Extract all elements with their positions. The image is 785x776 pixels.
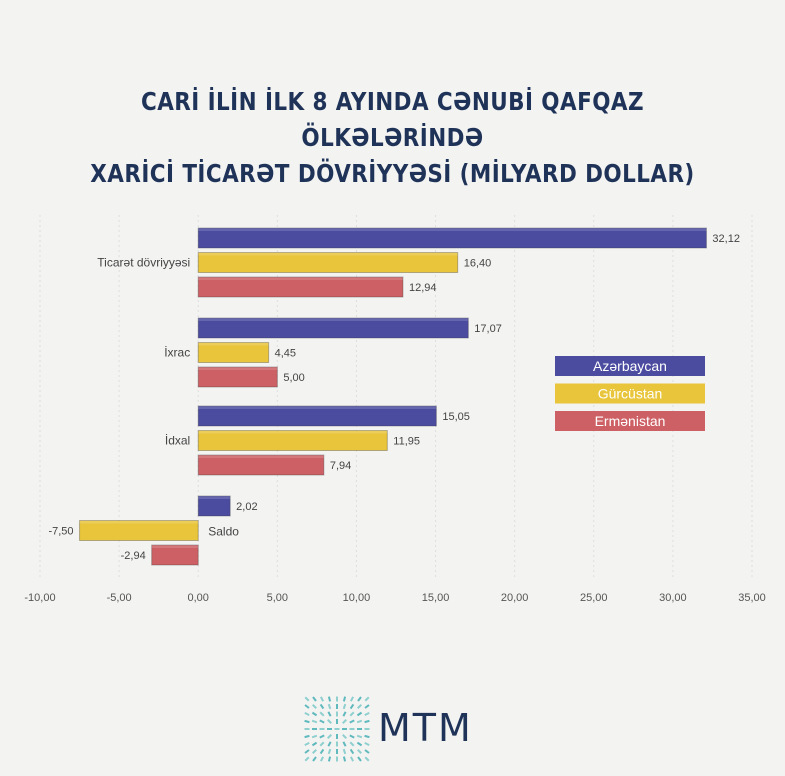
data-label: 4,45: [275, 348, 296, 360]
bar-highlight: [198, 277, 403, 280]
bar-highlight: [198, 430, 388, 434]
bar-highlight: [198, 318, 469, 321]
title-line-1: CARİ İLİN İLK 8 AYINDA CƏNUBİ QAFQAZ ÖLK…: [141, 87, 644, 152]
bar-highlight: [198, 406, 437, 409]
bar-highlight: [198, 342, 269, 346]
x-tick-label: 0,00: [188, 592, 209, 604]
bar-gürcüstan: [197, 252, 459, 273]
data-label: 15,05: [442, 411, 470, 423]
x-tick-label: 30,00: [659, 592, 687, 604]
data-label: -2,94: [121, 550, 146, 562]
data-label: 16,40: [464, 258, 492, 270]
x-tick-label: -5,00: [107, 592, 132, 604]
bar-highlight: [198, 455, 324, 458]
legend-swatch: [555, 356, 705, 376]
legend-swatch: [555, 383, 705, 404]
x-tick-label: 15,00: [422, 592, 450, 604]
bar-highlight: [151, 545, 199, 548]
category-label: İxrac: [164, 346, 190, 360]
bar-ermənistan: [197, 454, 325, 476]
data-label: -7,50: [48, 526, 73, 538]
legend-label: Ermənistan: [595, 413, 666, 429]
x-tick-label: 25,00: [580, 592, 608, 604]
x-tick-label: 35,00: [738, 592, 766, 604]
category-label: İdxal: [165, 434, 190, 448]
x-tick-label: -10,00: [24, 592, 55, 604]
category-label: Ticarət dövriyyəsi: [97, 256, 190, 270]
legend-swatch: [555, 411, 705, 431]
data-label: 32,12: [712, 233, 740, 245]
data-label: 11,95: [393, 436, 420, 448]
bar-highlight: [198, 228, 707, 231]
bar-ermənistan: [151, 544, 199, 566]
bar-highlight: [79, 520, 199, 524]
data-label: 17,07: [474, 323, 502, 335]
category-label: Saldo: [208, 525, 239, 539]
bar-azərbaycan: [197, 495, 231, 517]
data-label: 2,02: [236, 501, 257, 513]
bar-gürcüstan: [197, 430, 388, 451]
data-label: 5,00: [283, 372, 304, 384]
x-tick-label: 10,00: [343, 592, 371, 604]
bar-highlight: [198, 496, 231, 499]
bar-gürcüstan: [79, 520, 199, 541]
bar-highlight: [198, 367, 278, 370]
bar-highlight: [198, 252, 458, 256]
bar-azərbaycan: [197, 405, 437, 427]
legend-label: Azərbaycan: [593, 358, 667, 374]
bar-ermənistan: [197, 366, 278, 388]
bar-ermənistan: [197, 276, 404, 298]
bar-azərbaycan: [197, 227, 707, 249]
x-tick-label: 5,00: [267, 592, 288, 604]
legend-label: Gürcüstan: [598, 386, 663, 402]
logo-text: MTM: [378, 706, 473, 750]
bar-azərbaycan: [197, 317, 469, 339]
x-tick-label: 20,00: [501, 592, 529, 604]
data-label: 7,94: [330, 460, 351, 472]
title-line-2: XARİCİ TİCARƏT DÖVRİYYƏSİ (MİLYARD DOLLA…: [90, 159, 695, 188]
data-label: 12,94: [409, 282, 437, 294]
chart-title: CARİ İLİN İLK 8 AYINDA CƏNUBİ QAFQAZ ÖLK…: [55, 84, 730, 192]
bar-gürcüstan: [197, 342, 270, 363]
